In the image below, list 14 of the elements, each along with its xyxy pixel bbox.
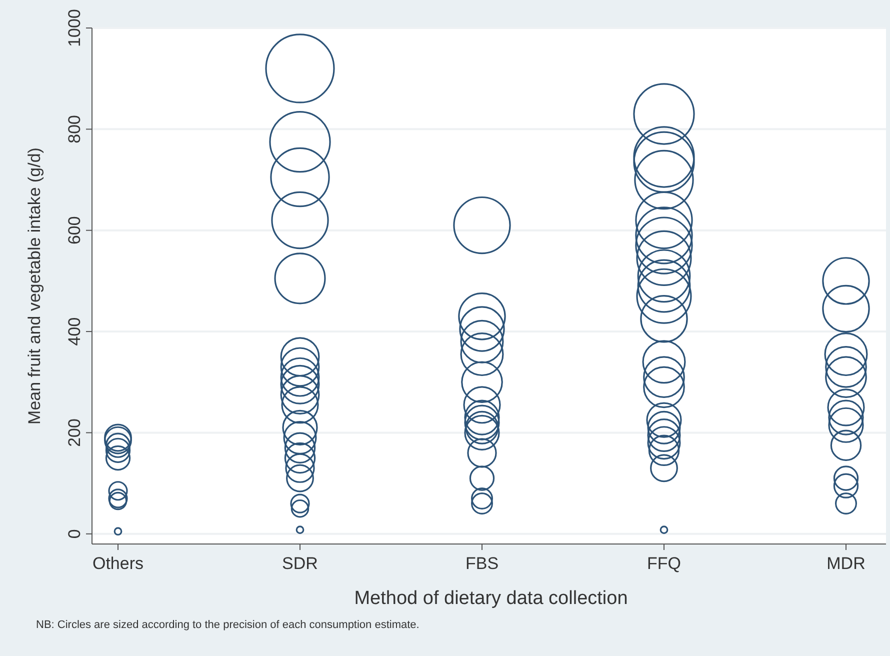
y-tick-label: 200 <box>65 418 84 447</box>
y-axis-title: Mean fruit and vegetable intake (g/d) <box>25 148 44 424</box>
x-tick-label: MDR <box>826 554 866 573</box>
y-tick-label: 800 <box>65 114 84 144</box>
x-tick-label: SDR <box>282 554 318 573</box>
text: NB: Circles are sized according to the precision of each consumption estimate. <box>36 619 420 631</box>
x-tick-label: FFQ <box>647 554 681 573</box>
x-tick-label: Others <box>92 554 144 573</box>
y-tick-label: 1000 <box>65 9 84 47</box>
y-tick-label: 600 <box>65 216 84 245</box>
x-tick-label: FBS <box>465 554 499 573</box>
x-axis-title: Method of dietary data collection <box>354 588 628 609</box>
y-tick-label: 400 <box>65 317 84 346</box>
y-tick-label: 0 <box>65 529 84 539</box>
